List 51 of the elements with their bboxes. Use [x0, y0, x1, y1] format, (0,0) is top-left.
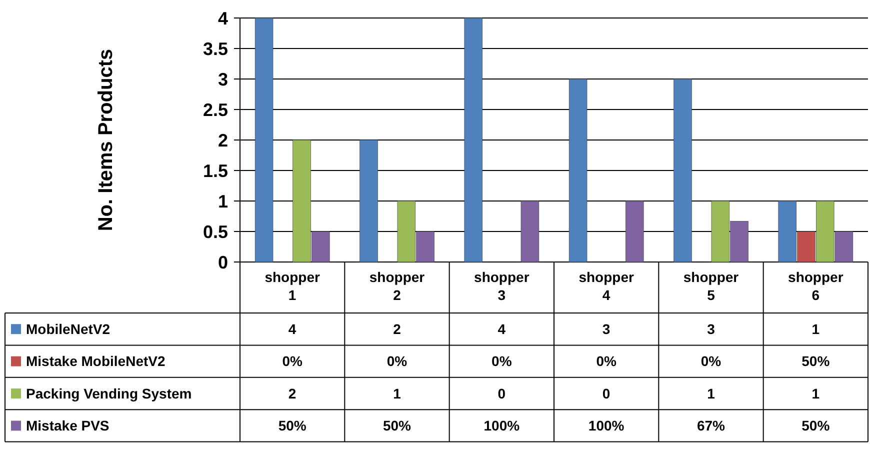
data-label: 2	[288, 385, 296, 402]
data-label: 67%	[696, 418, 726, 434]
data-label: 3	[707, 321, 716, 337]
data-label: 0	[602, 385, 610, 402]
bar	[626, 200, 644, 262]
legend-label: Mistake PVS	[26, 418, 110, 434]
bar	[520, 200, 540, 262]
data-label: 0	[498, 385, 506, 402]
y-tick-label: 0	[218, 252, 228, 272]
data-label: 50%	[278, 418, 307, 434]
legend-label: MobileNetV2	[26, 321, 110, 337]
y-tick-label: 4	[218, 8, 228, 28]
data-label: 0%	[700, 353, 722, 370]
data-label: 0%	[386, 353, 408, 370]
x-tick-label: shopper 6	[788, 269, 844, 303]
data-label: 1	[812, 321, 820, 337]
data-label: 50%	[382, 418, 412, 434]
y-tick-label: 3.5	[202, 38, 228, 59]
x-tick-label: shopper 1	[264, 269, 320, 303]
data-label: 0%	[492, 353, 512, 370]
y-tick-label: 1.5	[202, 160, 228, 181]
y-tick-label: 3	[218, 69, 228, 90]
x-tick-label: shopper 4	[578, 269, 634, 303]
bar	[674, 78, 692, 262]
data-label: 3	[602, 321, 610, 337]
data-label: 1	[393, 385, 402, 402]
legend-label: Mistake MobileNetV2	[26, 353, 166, 370]
bar	[360, 140, 378, 262]
data-label: 1	[707, 385, 716, 402]
data-label: 100%	[588, 418, 625, 434]
data-label: 2	[393, 321, 402, 337]
data-label: 0%	[596, 353, 617, 370]
y-tick-label: 2.5	[202, 100, 228, 120]
x-tick-label: shopper 5	[683, 269, 740, 303]
data-label: 1	[812, 385, 820, 402]
bar	[254, 18, 274, 262]
data-label: 4	[288, 321, 296, 337]
data-label: 50%	[802, 418, 830, 434]
y-tick-label: 0.5	[202, 222, 228, 242]
y-tick-label: 2	[218, 130, 228, 150]
data-label: 0%	[282, 353, 303, 370]
y-axis-title: No. Items Products	[95, 48, 117, 232]
x-tick-label: shopper 2	[369, 269, 426, 303]
data-label: 100%	[484, 418, 520, 434]
y-tick-label: 1	[218, 191, 228, 212]
x-tick-label: shopper 3	[474, 269, 530, 303]
bar	[464, 18, 482, 262]
data-label: 4	[498, 321, 506, 337]
data-label: 50%	[802, 353, 830, 370]
legend-label: Packing Vending System	[26, 385, 192, 402]
bar	[568, 78, 588, 262]
